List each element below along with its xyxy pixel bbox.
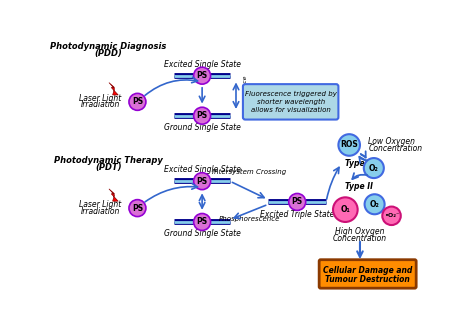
- Polygon shape: [109, 189, 118, 201]
- Text: •O₂⁻: •O₂⁻: [384, 213, 399, 218]
- Polygon shape: [109, 83, 118, 95]
- Text: Irradiation: Irradiation: [81, 207, 120, 215]
- Text: Laser Light: Laser Light: [79, 94, 122, 103]
- Text: Cellular Damage and: Cellular Damage and: [323, 266, 412, 275]
- Text: PS: PS: [132, 204, 143, 213]
- Text: PS: PS: [197, 111, 208, 120]
- Text: PS: PS: [197, 217, 208, 226]
- Circle shape: [194, 67, 210, 84]
- Circle shape: [194, 214, 210, 230]
- Circle shape: [338, 134, 360, 156]
- Text: Type I: Type I: [346, 159, 371, 168]
- Text: Photodynamic Diagnosis: Photodynamic Diagnosis: [50, 42, 166, 51]
- Text: O₂: O₂: [370, 200, 380, 209]
- Text: Ground Single State: Ground Single State: [164, 229, 240, 238]
- Text: allows for visualization: allows for visualization: [251, 107, 330, 113]
- Text: Excited Triple State: Excited Triple State: [260, 210, 334, 219]
- Text: PS: PS: [132, 97, 143, 106]
- Text: (PDT): (PDT): [95, 163, 121, 172]
- Text: O₂: O₂: [369, 164, 379, 173]
- Text: Excited Single State: Excited Single State: [164, 60, 241, 69]
- Circle shape: [129, 93, 146, 110]
- Text: Phosphorescence: Phosphorescence: [219, 216, 280, 222]
- Text: PS: PS: [197, 71, 208, 80]
- Circle shape: [383, 207, 401, 225]
- Text: High Oxygen: High Oxygen: [335, 227, 385, 236]
- FancyBboxPatch shape: [319, 260, 416, 288]
- Text: Fluorescence: Fluorescence: [243, 75, 248, 116]
- Text: Concentration: Concentration: [368, 143, 422, 153]
- Text: Intersystem Crossing: Intersystem Crossing: [212, 169, 286, 175]
- Text: Excited Single State: Excited Single State: [164, 165, 241, 174]
- Text: Tumour Destruction: Tumour Destruction: [325, 275, 410, 284]
- Text: Ground Single State: Ground Single State: [164, 123, 240, 132]
- FancyBboxPatch shape: [243, 84, 338, 119]
- Circle shape: [333, 197, 358, 222]
- Text: Fluorescence triggered by: Fluorescence triggered by: [245, 91, 337, 97]
- Text: Irradiation: Irradiation: [81, 100, 120, 109]
- Circle shape: [194, 107, 210, 124]
- Circle shape: [364, 158, 384, 178]
- Text: Low Oxygen: Low Oxygen: [368, 137, 415, 146]
- Text: Laser Light: Laser Light: [79, 200, 122, 210]
- Text: shorter wavelength: shorter wavelength: [256, 99, 325, 105]
- Circle shape: [194, 173, 210, 190]
- Text: (PDD): (PDD): [94, 49, 122, 58]
- Text: O₁: O₁: [340, 205, 350, 214]
- Text: PS: PS: [197, 177, 208, 186]
- Text: Concentration: Concentration: [333, 234, 387, 242]
- Text: Type II: Type II: [346, 182, 374, 191]
- Circle shape: [365, 194, 384, 214]
- Circle shape: [129, 200, 146, 216]
- Circle shape: [289, 193, 306, 211]
- Text: Photodynamic Therapy: Photodynamic Therapy: [54, 156, 163, 165]
- Text: PS: PS: [292, 197, 303, 207]
- Text: ROS: ROS: [340, 140, 358, 149]
